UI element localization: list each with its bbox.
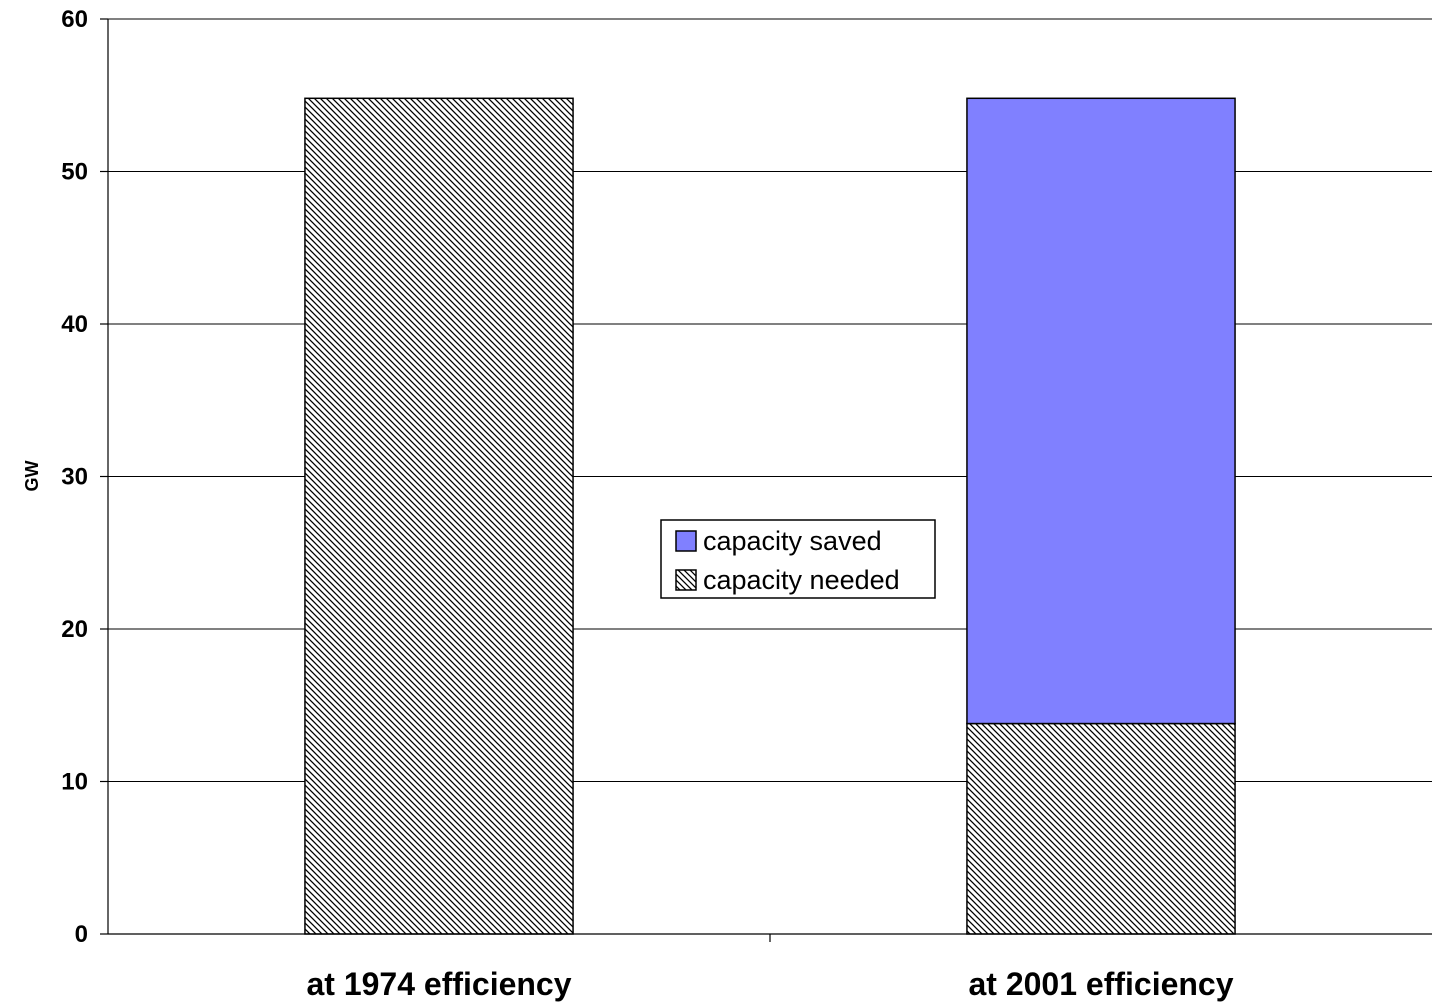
y-tick-labels: 0 10 20 30 40 50 60 [61,6,88,948]
legend-swatch-capacity-needed [675,569,697,591]
y-tick-label-60: 60 [61,6,88,33]
y-tick-label-0: 0 [75,921,88,948]
legend: capacity saved capacity needed [660,519,936,599]
x-category-label-1: at 1974 efficiency [306,966,571,1002]
y-axis-title: GW [22,460,42,491]
bars [304,97,1236,935]
bar-capacity-needed-1 [304,97,574,935]
y-tick-label-50: 50 [61,159,88,186]
y-tick-label-20: 20 [61,616,88,643]
bar-capacity-saved-2 [966,97,1236,725]
x-category-labels: at 1974 efficiency at 2001 efficiency [306,966,1233,1002]
y-tick-label-10: 10 [61,769,88,796]
legend-swatch-capacity-saved [675,530,697,552]
y-tick-label-40: 40 [61,311,88,338]
legend-label-capacity-saved: capacity saved [703,526,882,556]
bar-capacity-needed-2 [966,722,1236,935]
legend-box [660,519,936,599]
axes [100,18,1432,942]
legend-label-capacity-needed: capacity needed [703,565,900,595]
x-category-label-2: at 2001 efficiency [968,966,1233,1002]
y-tick-label-30: 30 [61,464,88,491]
